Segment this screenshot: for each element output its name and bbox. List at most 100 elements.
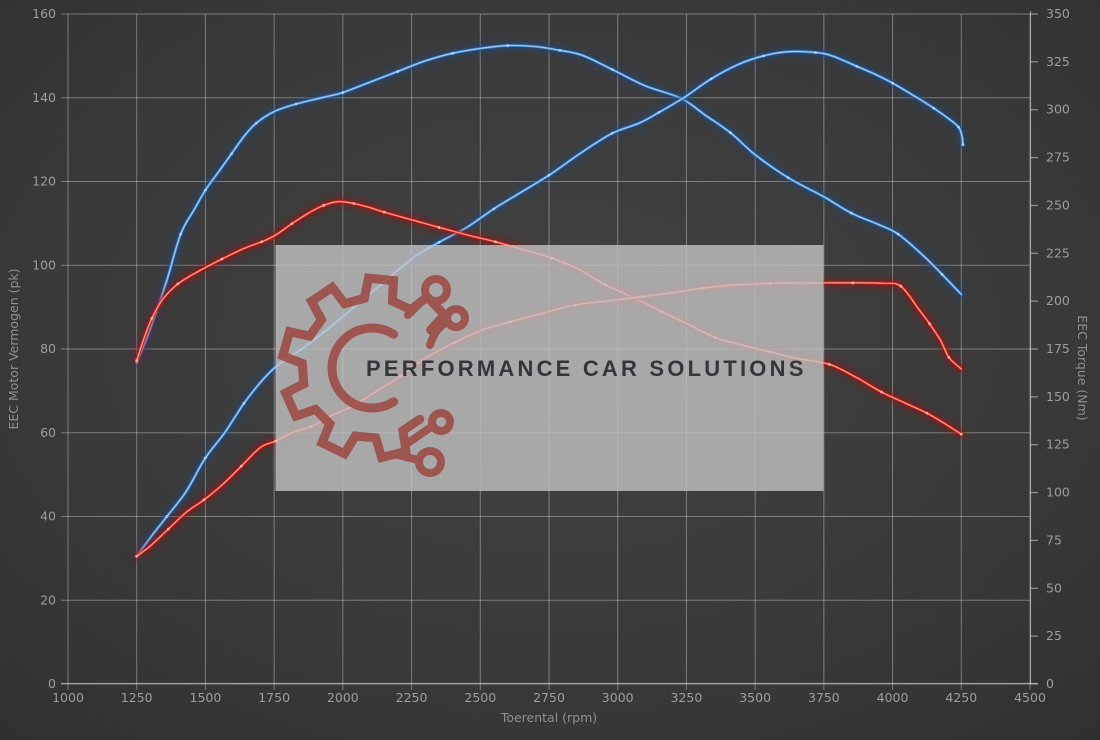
right-tick-label: 250	[1046, 197, 1070, 212]
data-point	[959, 432, 963, 436]
right-tick-label: 325	[1046, 54, 1070, 69]
curve-torque-tuned-blue	[131, 40, 967, 368]
dyno-curves	[131, 40, 968, 562]
data-point	[150, 316, 154, 320]
data-point	[657, 111, 661, 114]
data-point	[899, 284, 903, 288]
data-point	[294, 102, 298, 106]
data-point	[855, 64, 859, 68]
data-point	[396, 70, 400, 73]
x-tick-label: 3750	[808, 690, 840, 705]
data-point	[940, 272, 944, 276]
data-point	[242, 402, 246, 405]
data-point	[135, 359, 139, 362]
x-tick-label: 4000	[877, 690, 909, 705]
left-tick-label: 80	[40, 341, 56, 356]
data-point	[896, 232, 900, 236]
x-tick-label: 4500	[1014, 690, 1046, 705]
data-point	[451, 51, 455, 55]
data-point	[322, 204, 326, 207]
data-point	[352, 202, 356, 205]
x-tick-label: 4250	[945, 690, 977, 705]
data-point	[849, 211, 853, 215]
x-tick-label: 3000	[602, 690, 634, 705]
x-tick-label: 2500	[464, 690, 496, 705]
data-point	[239, 464, 243, 468]
data-point	[709, 77, 713, 81]
data-point	[925, 411, 929, 415]
data-point	[135, 554, 139, 558]
left-tick-label: 100	[32, 257, 56, 272]
data-point	[176, 282, 180, 286]
x-tick-label: 1500	[190, 690, 222, 705]
data-point	[547, 173, 551, 177]
x-tick-label: 1750	[258, 690, 290, 705]
data-point	[202, 498, 206, 502]
watermark-box	[275, 245, 824, 491]
data-point	[254, 121, 258, 125]
data-point	[506, 44, 510, 47]
left-tick-label: 120	[32, 174, 56, 189]
right-tick-label: 200	[1046, 293, 1070, 308]
data-point	[928, 322, 932, 326]
left-tick-label: 60	[40, 425, 56, 440]
right-tick-label: 75	[1046, 532, 1062, 547]
data-point	[961, 143, 965, 147]
right-tick-label: 125	[1046, 437, 1070, 452]
x-axis-title: Toerental (rpm)	[500, 710, 597, 725]
data-point	[891, 81, 894, 85]
x-tick-label: 1000	[52, 690, 84, 705]
left-tick-label: 0	[48, 676, 56, 691]
data-point	[260, 240, 264, 244]
x-tick-label: 1250	[121, 690, 153, 705]
right-tick-label: 50	[1046, 580, 1062, 595]
data-point	[729, 131, 732, 135]
right-tick-label: 100	[1046, 485, 1070, 500]
right-axis-title: EEC Torque (Nm)	[1075, 315, 1090, 420]
axis-lines	[61, 11, 1038, 685]
right-tick-label: 350	[1046, 6, 1070, 21]
data-point	[947, 355, 951, 359]
data-point	[957, 125, 960, 129]
right-tick-label: 25	[1046, 628, 1062, 643]
data-point	[179, 232, 183, 236]
data-point	[492, 207, 496, 211]
right-tick-label: 150	[1046, 389, 1070, 404]
left-tick-label: 160	[32, 6, 56, 21]
right-tick-label: 0	[1046, 676, 1054, 691]
data-point	[814, 51, 818, 54]
data-point	[786, 176, 790, 180]
tick-labels: 1000 1250 1500 1750 2000 2250 2500 2750 3000 3250…	[32, 6, 1070, 705]
right-tick-label: 275	[1046, 150, 1070, 165]
data-point	[230, 152, 233, 156]
data-point	[220, 257, 224, 261]
data-point	[761, 54, 765, 58]
left-tick-label: 20	[40, 592, 56, 607]
x-tick-label: 2000	[327, 690, 359, 705]
curve-power-tuned-blue	[131, 46, 968, 562]
right-tick-label: 225	[1046, 245, 1070, 260]
data-point	[558, 48, 562, 52]
data-point	[610, 68, 614, 71]
data-point	[204, 456, 207, 460]
x-tick-label: 2750	[533, 690, 565, 705]
data-point	[437, 240, 441, 244]
left-tick-label: 40	[40, 509, 56, 524]
x-tick-label: 2250	[396, 690, 428, 705]
data-point	[382, 210, 386, 214]
data-point	[494, 240, 497, 244]
data-point	[880, 390, 883, 394]
data-point	[610, 131, 614, 135]
right-tick-label: 175	[1046, 341, 1070, 356]
x-tick-label: 3500	[739, 690, 771, 705]
data-point	[932, 106, 936, 110]
left-axis-title: EEC Motor Vermogen (pk)	[6, 268, 21, 429]
data-point	[166, 527, 170, 531]
gear-logo-icon	[277, 273, 469, 477]
data-point	[290, 222, 294, 226]
left-tick-label: 140	[32, 90, 56, 105]
data-point	[341, 91, 345, 94]
data-point	[851, 281, 855, 285]
